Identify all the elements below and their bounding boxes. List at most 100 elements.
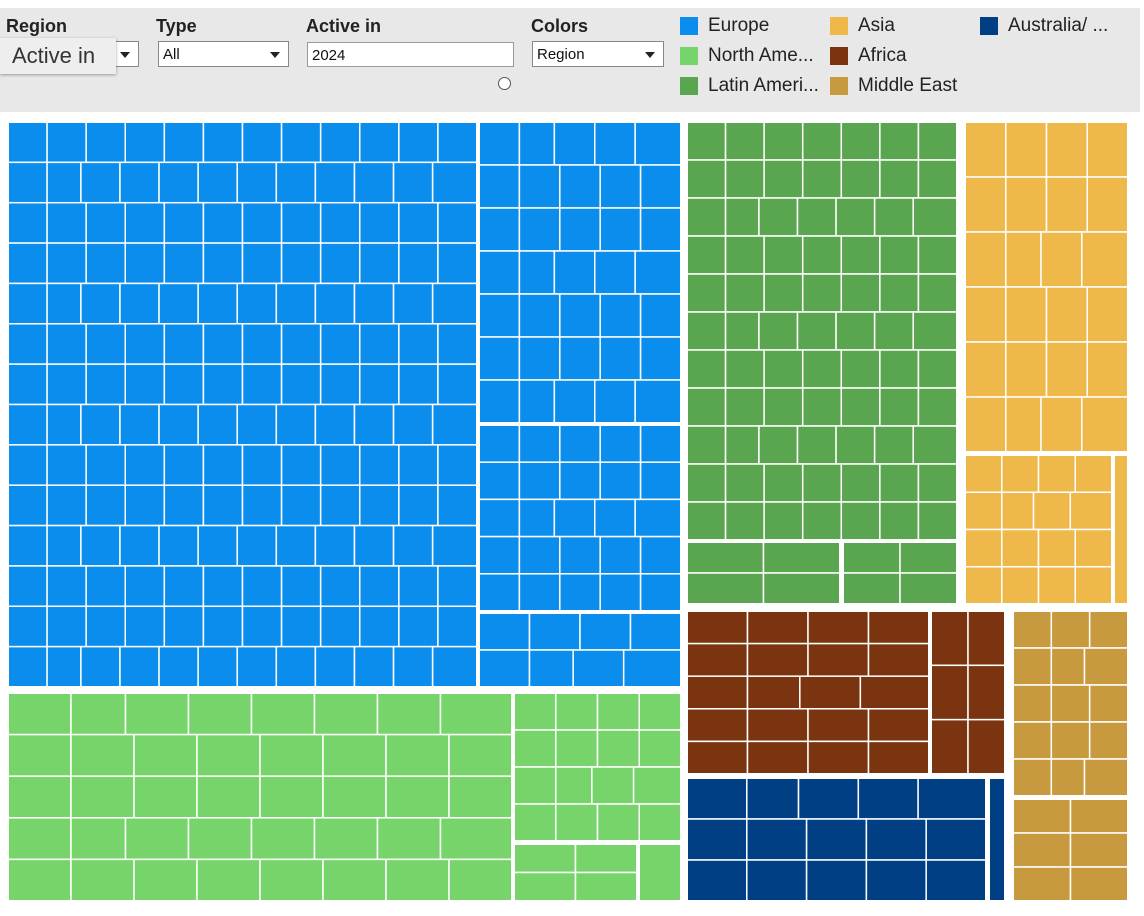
legend-item[interactable]: Africa — [830, 44, 907, 68]
treemap-tile — [724, 159, 765, 199]
treemap-tile — [202, 605, 244, 648]
treemap-tile — [158, 645, 199, 688]
treemap-tile — [553, 498, 596, 538]
treemap-tile — [596, 692, 640, 731]
treemap-tile — [912, 425, 958, 465]
treemap-tile — [46, 524, 82, 567]
legend-item[interactable]: North Ame... — [680, 44, 814, 68]
treemap-tile — [353, 524, 395, 567]
treemap-tile — [46, 444, 87, 486]
treemap-tile — [1083, 758, 1129, 797]
legend-item[interactable]: Australia/ ... — [980, 14, 1108, 38]
treemap-tile — [353, 645, 395, 688]
treemap-tile — [801, 273, 843, 313]
treemap-tile — [559, 461, 601, 501]
treemap-tile — [639, 207, 682, 252]
treemap-tile — [158, 282, 199, 325]
treemap-tile — [124, 201, 166, 244]
treemap-tile — [197, 282, 238, 325]
treemap-tile — [763, 463, 804, 503]
treemap-tile — [807, 740, 870, 775]
treemap-tile — [478, 612, 531, 651]
treemap-group — [1012, 798, 1129, 902]
treemap-tile — [513, 843, 577, 874]
treemap-tile — [1045, 341, 1088, 398]
treemap-tile — [964, 396, 1007, 453]
treemap-tile — [686, 273, 727, 313]
treemap-tile — [967, 610, 1006, 667]
treemap-tile — [478, 293, 521, 338]
treemap-tile — [762, 572, 841, 605]
treemap-tile — [840, 235, 881, 275]
treemap-tile — [599, 461, 642, 501]
treemap-tile — [724, 349, 765, 389]
treemap-tile — [385, 775, 450, 819]
treemap-tile — [478, 424, 521, 463]
treemap-tile — [518, 336, 561, 381]
treemap-group — [7, 121, 478, 688]
treemap-tile — [796, 425, 837, 465]
treemap-tile — [187, 817, 253, 861]
treemap-tile — [163, 605, 205, 648]
legend-item[interactable]: Latin Ameri... — [680, 74, 819, 98]
treemap-tile — [686, 121, 727, 161]
treemap-tile — [559, 164, 601, 209]
legend-item[interactable]: Europe — [680, 14, 769, 38]
treemap-tile — [840, 349, 881, 389]
treemap-tile — [1040, 396, 1083, 453]
treemap-tile — [280, 323, 322, 365]
treemap-tile — [593, 250, 636, 295]
treemap-tile — [359, 121, 400, 164]
treemap-tile — [917, 273, 958, 313]
treemap-tile — [46, 323, 87, 365]
treemap-tile — [513, 871, 577, 902]
treemap-tile — [763, 273, 804, 313]
treemap-tile — [639, 573, 682, 612]
treemap-tile — [639, 424, 682, 463]
treemap-tile — [202, 565, 244, 608]
treemap-tile — [7, 605, 48, 648]
treemap-tile — [746, 740, 809, 775]
treemap-tile — [398, 363, 439, 406]
year-input[interactable]: 2024 — [307, 42, 514, 67]
treemap-tile — [553, 121, 596, 166]
treemap-tile — [85, 605, 126, 648]
legend-item[interactable]: Asia — [830, 14, 895, 38]
treemap-tile — [241, 605, 283, 648]
treemap-tile — [319, 484, 361, 527]
treemap-tile — [930, 664, 969, 721]
treemap-tile — [579, 612, 632, 651]
treemap-tile — [314, 161, 356, 204]
slider-handle[interactable] — [498, 77, 511, 90]
treemap-tile — [398, 323, 439, 365]
treemap-tile — [7, 692, 72, 736]
treemap-tile — [319, 444, 361, 486]
treemap-tile — [599, 424, 642, 463]
treemap-tile — [513, 766, 557, 805]
treemap-tile — [622, 649, 682, 688]
treemap-tile — [867, 708, 930, 743]
treemap-tile — [686, 501, 727, 541]
treemap-tile — [478, 336, 521, 381]
treemap-tile — [596, 729, 640, 768]
legend-swatch — [680, 47, 698, 65]
treemap-tile — [917, 121, 958, 161]
treemap-tile — [638, 803, 682, 842]
legend-item[interactable]: Middle East — [830, 74, 957, 98]
colors-select[interactable]: Region — [532, 41, 664, 67]
treemap-tile — [596, 803, 640, 842]
treemap-tile — [518, 293, 561, 338]
type-select[interactable]: All — [158, 41, 289, 67]
treemap-tile — [553, 379, 596, 424]
treemap-tile — [353, 403, 395, 446]
treemap-tile — [319, 323, 361, 365]
treemap-group — [988, 777, 1006, 902]
treemap-tile — [280, 201, 322, 244]
treemap-tile — [202, 201, 244, 244]
treemap-tile — [1037, 454, 1076, 493]
treemap-tile — [967, 664, 1006, 721]
treemap-tile — [763, 501, 804, 541]
treemap-tile — [746, 675, 801, 710]
treemap-group — [686, 610, 930, 775]
